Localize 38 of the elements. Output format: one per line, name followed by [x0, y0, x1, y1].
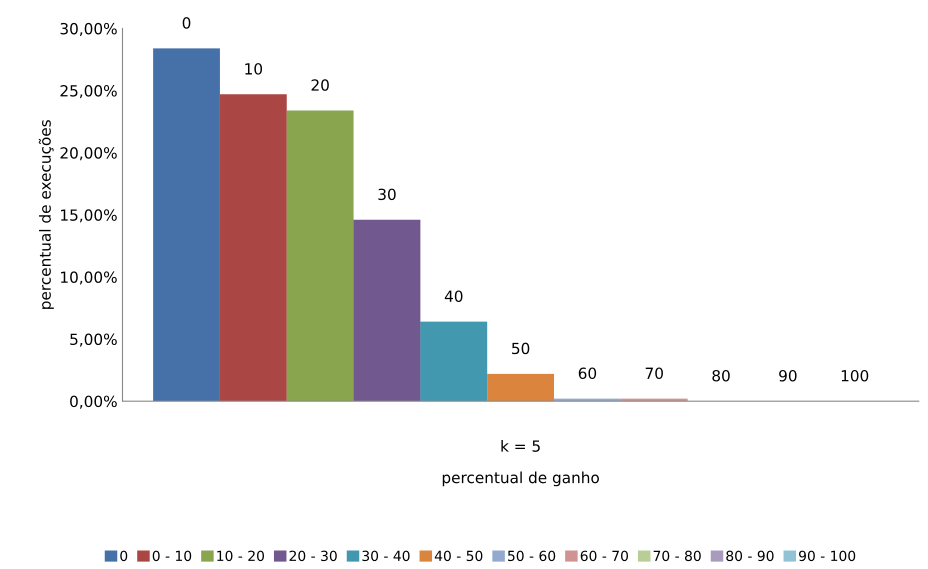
legend-label: 90 - 100: [799, 550, 856, 562]
y-tick-label: 20,00%: [60, 147, 117, 160]
bar: [153, 48, 220, 402]
annotation: 70: [646, 367, 663, 380]
annotation: 50: [512, 342, 530, 354]
legend-label: 40 - 50: [434, 550, 482, 562]
y-tick-label: 30,00%: [60, 22, 117, 36]
y-axis-title: percentual de execuções: [38, 120, 54, 309]
x-tick-label: k = 5: [501, 440, 540, 452]
annotation: 100: [842, 370, 868, 382]
y-tick-label: 25,00%: [60, 85, 117, 98]
y-tick-label: 10,00%: [61, 271, 117, 284]
x-axis-title: percentual de ganho: [442, 471, 599, 486]
annotation: 10: [245, 63, 262, 75]
annotation: 80: [712, 370, 730, 382]
bar: [487, 374, 554, 402]
annotation: 20: [312, 79, 329, 91]
annotation: 60: [578, 367, 596, 380]
legend-label: 60 - 70: [580, 550, 628, 562]
bar: [420, 322, 488, 402]
legend-label: 80 - 90: [726, 550, 774, 562]
annotation: 90: [779, 370, 797, 382]
legend-label: 0: [120, 550, 128, 562]
bar: [354, 220, 420, 402]
legend-label: 30 - 40: [362, 550, 410, 562]
legend-label: 0 - 10: [152, 550, 192, 562]
annotation: 30: [378, 188, 396, 200]
bar: [220, 94, 287, 402]
annotation: 0: [182, 17, 190, 29]
annotation: 40: [444, 290, 462, 302]
y-tick-label: 0,00%: [70, 396, 117, 409]
y-tick-label: 15,00%: [61, 209, 117, 222]
legend-label: 10 - 20: [217, 550, 264, 562]
bar: [286, 110, 354, 402]
legend-label: 50 - 60: [508, 550, 556, 562]
y-tick-label: 5,00%: [70, 333, 117, 347]
legend-label: 70 - 80: [654, 550, 701, 562]
legend-label: 20 - 30: [290, 550, 337, 562]
